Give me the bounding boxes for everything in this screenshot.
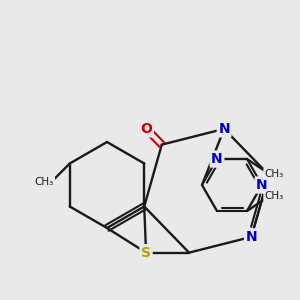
Text: CH₃: CH₃ <box>34 176 54 186</box>
Text: N: N <box>256 178 268 192</box>
Text: N: N <box>246 230 257 244</box>
Text: S: S <box>141 246 151 260</box>
Text: N: N <box>218 122 230 136</box>
Text: N: N <box>211 152 223 166</box>
Text: O: O <box>140 122 152 136</box>
Text: CH₃: CH₃ <box>264 169 284 179</box>
Text: CH₃: CH₃ <box>34 177 54 187</box>
Text: CH₃: CH₃ <box>264 191 284 201</box>
